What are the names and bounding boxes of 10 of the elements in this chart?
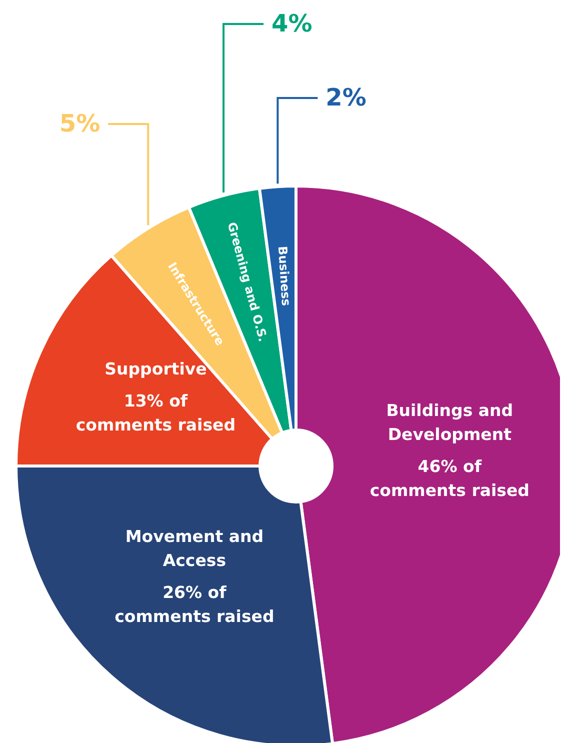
slice-label: Buildings and Development [386, 400, 514, 444]
slice-label: Business [275, 246, 294, 306]
data-label: 13% of comments raised [76, 391, 236, 434]
data-label: 2% [326, 84, 366, 112]
slice-label: Movement and Access [125, 526, 264, 570]
data-label: 5% [59, 110, 100, 138]
slice-label: Supportive [104, 359, 207, 378]
data-label: 26% of comments raised [114, 582, 274, 626]
data-label: 46% of comments raised [370, 456, 530, 500]
data-label: 4% [272, 10, 312, 38]
